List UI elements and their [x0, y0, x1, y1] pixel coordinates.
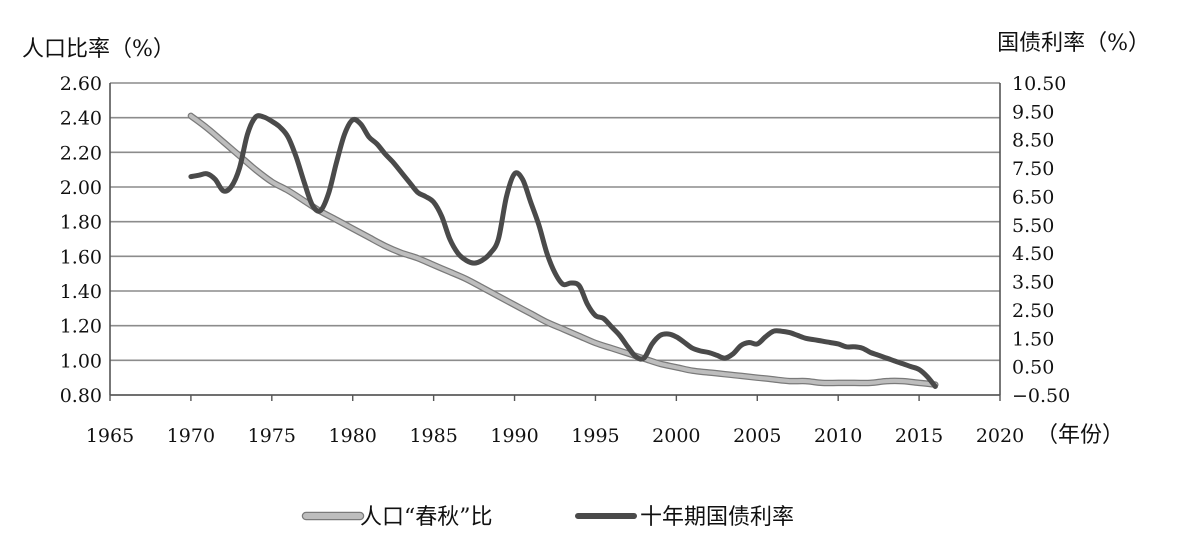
y-right-tick-label: 6.50 [1012, 186, 1054, 208]
y-right-tick-label: 0.50 [1012, 357, 1054, 379]
x-tick-label: 2015 [895, 425, 943, 447]
y-left-tick-label: 1.40 [60, 281, 102, 303]
series-population-outline [187, 112, 939, 388]
x-tick-label: 1975 [248, 425, 296, 447]
series-bond-yield-line [188, 113, 938, 389]
y-right-tick-label: 7.50 [1012, 158, 1054, 180]
legend-label-bond-yield: 十年期国债利率 [640, 505, 794, 530]
x-tick-label: 1985 [409, 425, 457, 447]
x-tick-label: 2005 [733, 425, 781, 447]
y-left-tick-label: 2.40 [60, 108, 102, 130]
x-tick-label: 1980 [329, 425, 377, 447]
x-tick-label: 1965 [86, 425, 134, 447]
y-right-tick-label: 8.50 [1012, 130, 1054, 152]
y-right-tick-label: 1.50 [1012, 328, 1054, 350]
x-tick-label: 1970 [167, 425, 215, 447]
y-left-tick-label: 2.60 [60, 73, 102, 95]
y-left-tick-label: 1.00 [60, 350, 102, 372]
x-tick-label: 1995 [571, 425, 619, 447]
y-left-tick-label: 2.20 [60, 142, 102, 164]
y-right-title: 国债利率（%） [997, 31, 1150, 56]
y-right-tick-label: −0.50 [1012, 385, 1070, 407]
y-left-title: 人口比率（%） [22, 37, 175, 62]
y-left-tick-label: 1.20 [60, 316, 102, 338]
y-left-tick-label: 1.60 [60, 246, 102, 268]
x-tick-label: 2020 [976, 425, 1024, 447]
x-tick-label: 1990 [490, 425, 538, 447]
x-tick-label: 2000 [652, 425, 700, 447]
x-tick-label: 2010 [814, 425, 862, 447]
y-right-tick-label: 4.50 [1012, 243, 1054, 265]
axes [109, 83, 1001, 401]
gridlines [110, 82, 1000, 396]
legend-label-population: 人口“春秋”比 [360, 505, 493, 530]
y-left-tick-label: 2.00 [60, 177, 102, 199]
legend: 人口“春秋”比 十年期国债利率 [301, 505, 794, 530]
y-right-tick-label: 5.50 [1012, 215, 1054, 237]
y-right-tick-label: 10.50 [1012, 73, 1066, 95]
y-right-tick-label: 9.50 [1012, 101, 1054, 123]
x-unit-label: （年份） [1036, 423, 1124, 448]
y-left-tick-label: 1.80 [60, 212, 102, 234]
series-lines [187, 112, 939, 389]
y-left-tick-label: 0.80 [60, 385, 102, 407]
y-right-tick-label: 2.50 [1012, 300, 1054, 322]
series-population-line [188, 113, 938, 387]
y-right-tick-label: 3.50 [1012, 272, 1054, 294]
tick-labels: 0.80 1.00 1.20 1.40 1.60 1.80 2.00 2.20 2.40 2.60… [60, 73, 1071, 447]
